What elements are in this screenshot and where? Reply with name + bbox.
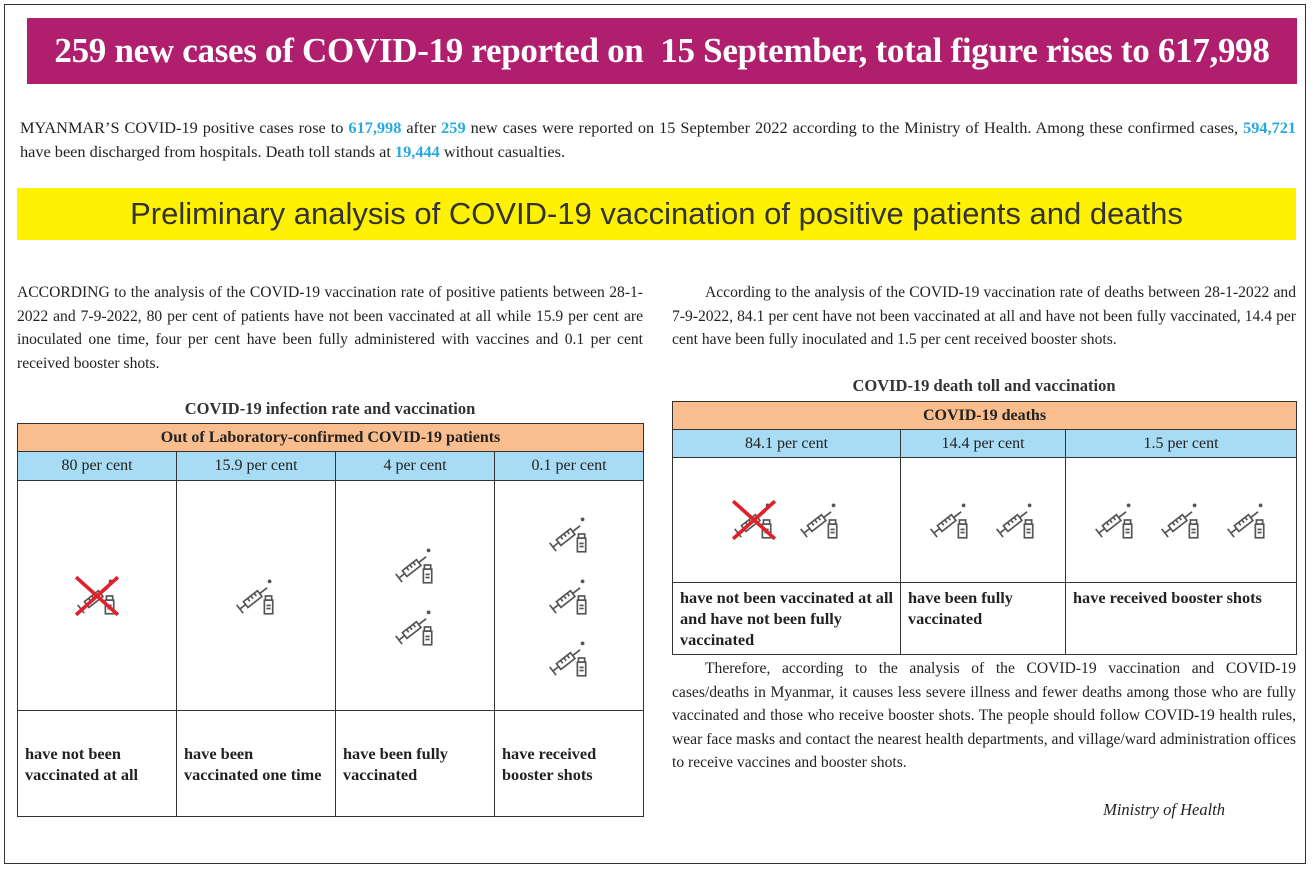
vaccine-icon	[546, 513, 592, 555]
vaccine-icon	[1092, 499, 1138, 541]
icon-cell	[1065, 457, 1297, 583]
headline: 259 new cases of COVID-19 reported on 15…	[27, 18, 1297, 84]
icon-cell	[672, 457, 901, 583]
percent-cell: 1.5 per cent	[1065, 429, 1297, 458]
icon-cell	[335, 480, 495, 711]
vaccine-icon	[392, 544, 438, 586]
icon-cell	[176, 480, 336, 711]
intro-figure: 19,444	[394, 142, 440, 161]
frame	[4, 4, 1306, 864]
intro-text: without casualties.	[439, 142, 566, 161]
table-header: Out of Laboratory-confirmed COVID-19 pat…	[16, 423, 645, 452]
intro-text: after	[401, 118, 442, 137]
vaccine-icon-crossed	[74, 575, 120, 617]
vaccine-icon	[797, 499, 843, 541]
intro-text: new cases were reported on 15 September …	[465, 118, 1244, 137]
vaccine-icon	[392, 606, 438, 648]
table-title: COVID-19 death toll and vaccination	[852, 376, 1116, 395]
percent-cell: 84.1 per cent	[672, 429, 901, 458]
label-cell: have received booster shots	[1065, 582, 1297, 655]
label-cell: have not been vaccinated at all and have…	[672, 582, 901, 655]
intro-text: have been discharged from hospitals. Dea…	[20, 142, 395, 161]
deaths-paragraph: According to the analysis of the COVID-1…	[672, 284, 1296, 348]
deaths-table: COVID-19 deaths 84.1 per cent 14.4 per c…	[672, 401, 1297, 655]
label-cell: have received booster shots	[493, 710, 645, 817]
table-title: COVID-19 infection rate and vaccination	[184, 399, 476, 418]
vaccine-icon	[927, 499, 973, 541]
vaccine-icon	[1158, 499, 1204, 541]
vaccine-icon	[993, 499, 1039, 541]
percent-cell: 80 per cent	[17, 451, 177, 481]
icon-cell	[493, 480, 645, 711]
banner: Preliminary analysis of COVID-19 vaccina…	[17, 188, 1296, 240]
intro-text: MYANMAR’S COVID-19 positive cases rose t…	[20, 118, 349, 137]
icon-cell	[900, 457, 1066, 583]
intro-figure: 259	[441, 118, 466, 137]
infection-table: Out of Laboratory-confirmed COVID-19 pat…	[16, 423, 645, 817]
vaccine-icon-crossed	[731, 499, 777, 541]
percent-cell: 14.4 per cent	[900, 429, 1066, 458]
label-cell: have been vaccinated one time	[176, 710, 336, 817]
signature: Ministry of Health	[1103, 800, 1225, 819]
percent-cell: 0.1 per cent	[493, 451, 645, 481]
percent-cell: 4 per cent	[335, 451, 495, 481]
label-cell: have been fully vaccinated	[900, 582, 1066, 655]
intro-figure: 617,998	[348, 118, 402, 137]
vaccine-icon	[233, 575, 279, 617]
intro: MYANMAR’S COVID-19 positive cases rose t…	[20, 116, 1296, 164]
conclusion-paragraph: Therefore, according to the analysis of …	[672, 660, 1296, 771]
vaccine-icon	[1224, 499, 1270, 541]
vaccine-icon	[546, 637, 592, 679]
table-header: COVID-19 deaths	[672, 401, 1297, 430]
infection-paragraph: ACCORDING to the analysis of the COVID-1…	[17, 284, 643, 372]
vaccine-icon	[546, 575, 592, 617]
intro-figure: 594,721	[1243, 118, 1297, 137]
label-cell: have not been vaccinated at all	[17, 710, 177, 817]
icon-cell	[17, 480, 177, 711]
label-cell: have been fully vaccinated	[335, 710, 495, 817]
percent-cell: 15.9 per cent	[176, 451, 336, 481]
